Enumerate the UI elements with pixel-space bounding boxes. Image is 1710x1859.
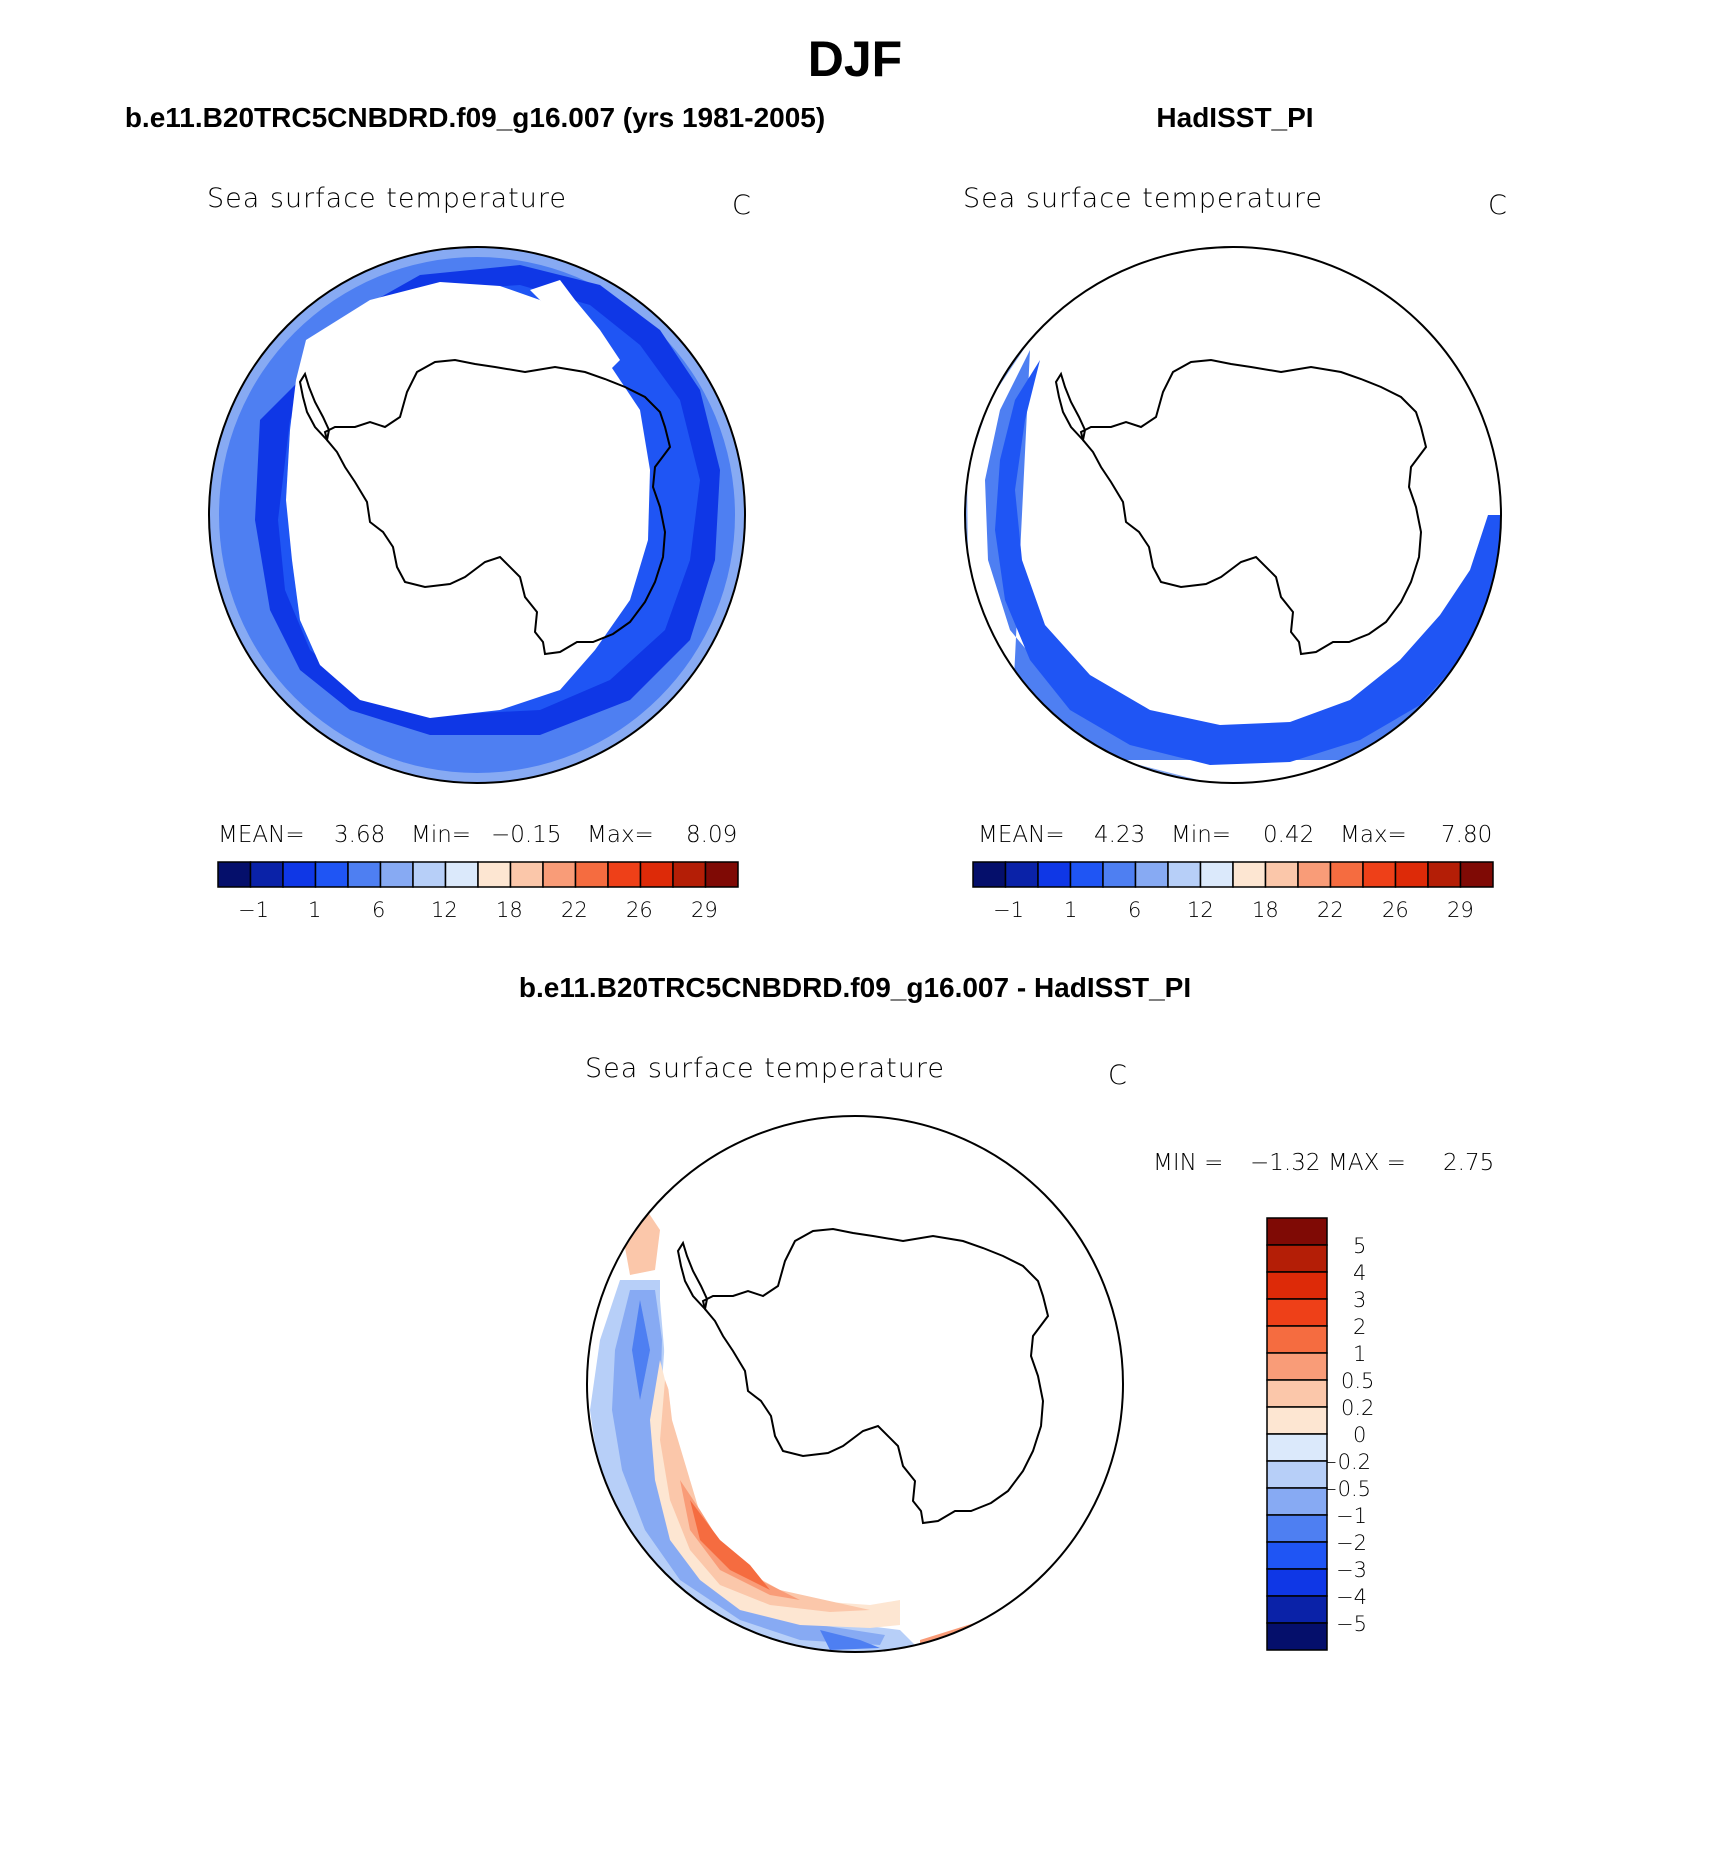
diff-colorbar-tick: −5 (1336, 1612, 1367, 1636)
panel1-max-value: 8.09 (686, 822, 738, 848)
panel2-min-value: 0.42 (1263, 822, 1315, 848)
panel2-colorbar-tick: 1 (1064, 898, 1078, 922)
diff-min-value: −1.32 (1250, 1150, 1321, 1176)
diff-colorbar-tick: −0.2 (1320, 1450, 1371, 1474)
diff-colorbar-tick: 2 (1353, 1315, 1367, 1339)
figure-title: DJF (807, 31, 903, 87)
panel1-min-label: Min= (411, 822, 472, 848)
panel1-min-value: −0.15 (491, 822, 562, 848)
panel1-colorbar-tick: 18 (496, 898, 523, 922)
panel2-colorbar-tick: 18 (1252, 898, 1279, 922)
panel2-units: C (1488, 190, 1507, 221)
panel2-max-value: 7.80 (1441, 822, 1493, 848)
diff-max-value: 2.75 (1443, 1150, 1495, 1176)
diff-min-label: MIN = (1153, 1150, 1224, 1176)
panel1-colorbar-tick: 6 (372, 898, 386, 922)
diff-colorbar-tick: −1 (1336, 1504, 1367, 1528)
panel2-max-label: Max= (1340, 822, 1407, 848)
panel2-mean-label: MEAN= (978, 822, 1065, 848)
panel1-colorbar-tick: 1 (308, 898, 322, 922)
diff-colorbar-tick: −0.5 (1320, 1477, 1371, 1501)
panel1-colorbar-tick: 29 (691, 898, 718, 922)
panel1-colorbar (217, 861, 739, 888)
diff-variable: Sea surface temperature (585, 1053, 945, 1084)
diff-units: C (1108, 1060, 1127, 1091)
diff-map (586, 1115, 1124, 1653)
panel1-mean-label: MEAN= (218, 822, 305, 848)
panel1-mean-value: 3.68 (334, 822, 386, 848)
diff-colorbar-tick: 0 (1353, 1423, 1367, 1447)
panel2-variable: Sea surface temperature (963, 183, 1323, 214)
diff-colorbar-tick: −3 (1336, 1558, 1367, 1582)
panel2-colorbar-tick: 26 (1382, 898, 1409, 922)
panel2-colorbar-tick: 6 (1128, 898, 1142, 922)
diff-colorbar-tick: −4 (1336, 1585, 1367, 1609)
panel1-colorbar-tick: 12 (431, 898, 458, 922)
panel1-colorbar-tick: −1 (238, 898, 269, 922)
panel2-map (964, 246, 1502, 784)
panel2-colorbar-tick: −1 (993, 898, 1024, 922)
panel2-colorbar-tick: 12 (1187, 898, 1214, 922)
panel1-colorbar-tick: 26 (626, 898, 653, 922)
panel1-title: b.e11.B20TRC5CNBDRD.f09_g16.007 (yrs 198… (124, 102, 826, 133)
diff-colorbar-tick: 4 (1353, 1261, 1367, 1285)
diff-colorbar-tick: 5 (1353, 1234, 1367, 1258)
diff-colorbar-tick: 0.5 (1341, 1369, 1375, 1393)
panel2-mean-value: 4.23 (1094, 822, 1146, 848)
panel2-min-label: Min= (1171, 822, 1232, 848)
diff-colorbar-tick: 3 (1353, 1288, 1367, 1312)
diff-colorbar-tick: 1 (1353, 1342, 1367, 1366)
diff-title: b.e11.B20TRC5CNBDRD.f09_g16.007 - HadISS… (518, 972, 1192, 1003)
diff-colorbar (1266, 1217, 1328, 1651)
panel2-title: HadISST_PI (1156, 102, 1314, 133)
panel2-colorbar-tick: 29 (1447, 898, 1474, 922)
panel1-variable: Sea surface temperature (207, 183, 567, 214)
panel1-colorbar-tick: 22 (561, 898, 588, 922)
panel2-colorbar (972, 861, 1494, 888)
panel1-max-label: Max= (587, 822, 654, 848)
panel1-map (208, 246, 746, 784)
diff-colorbar-tick: −2 (1336, 1531, 1367, 1555)
diff-colorbar-tick: 0.2 (1341, 1396, 1375, 1420)
diff-max-label: MAX = (1328, 1150, 1406, 1176)
panel2-colorbar-tick: 22 (1317, 898, 1344, 922)
panel1-units: C (732, 190, 751, 221)
